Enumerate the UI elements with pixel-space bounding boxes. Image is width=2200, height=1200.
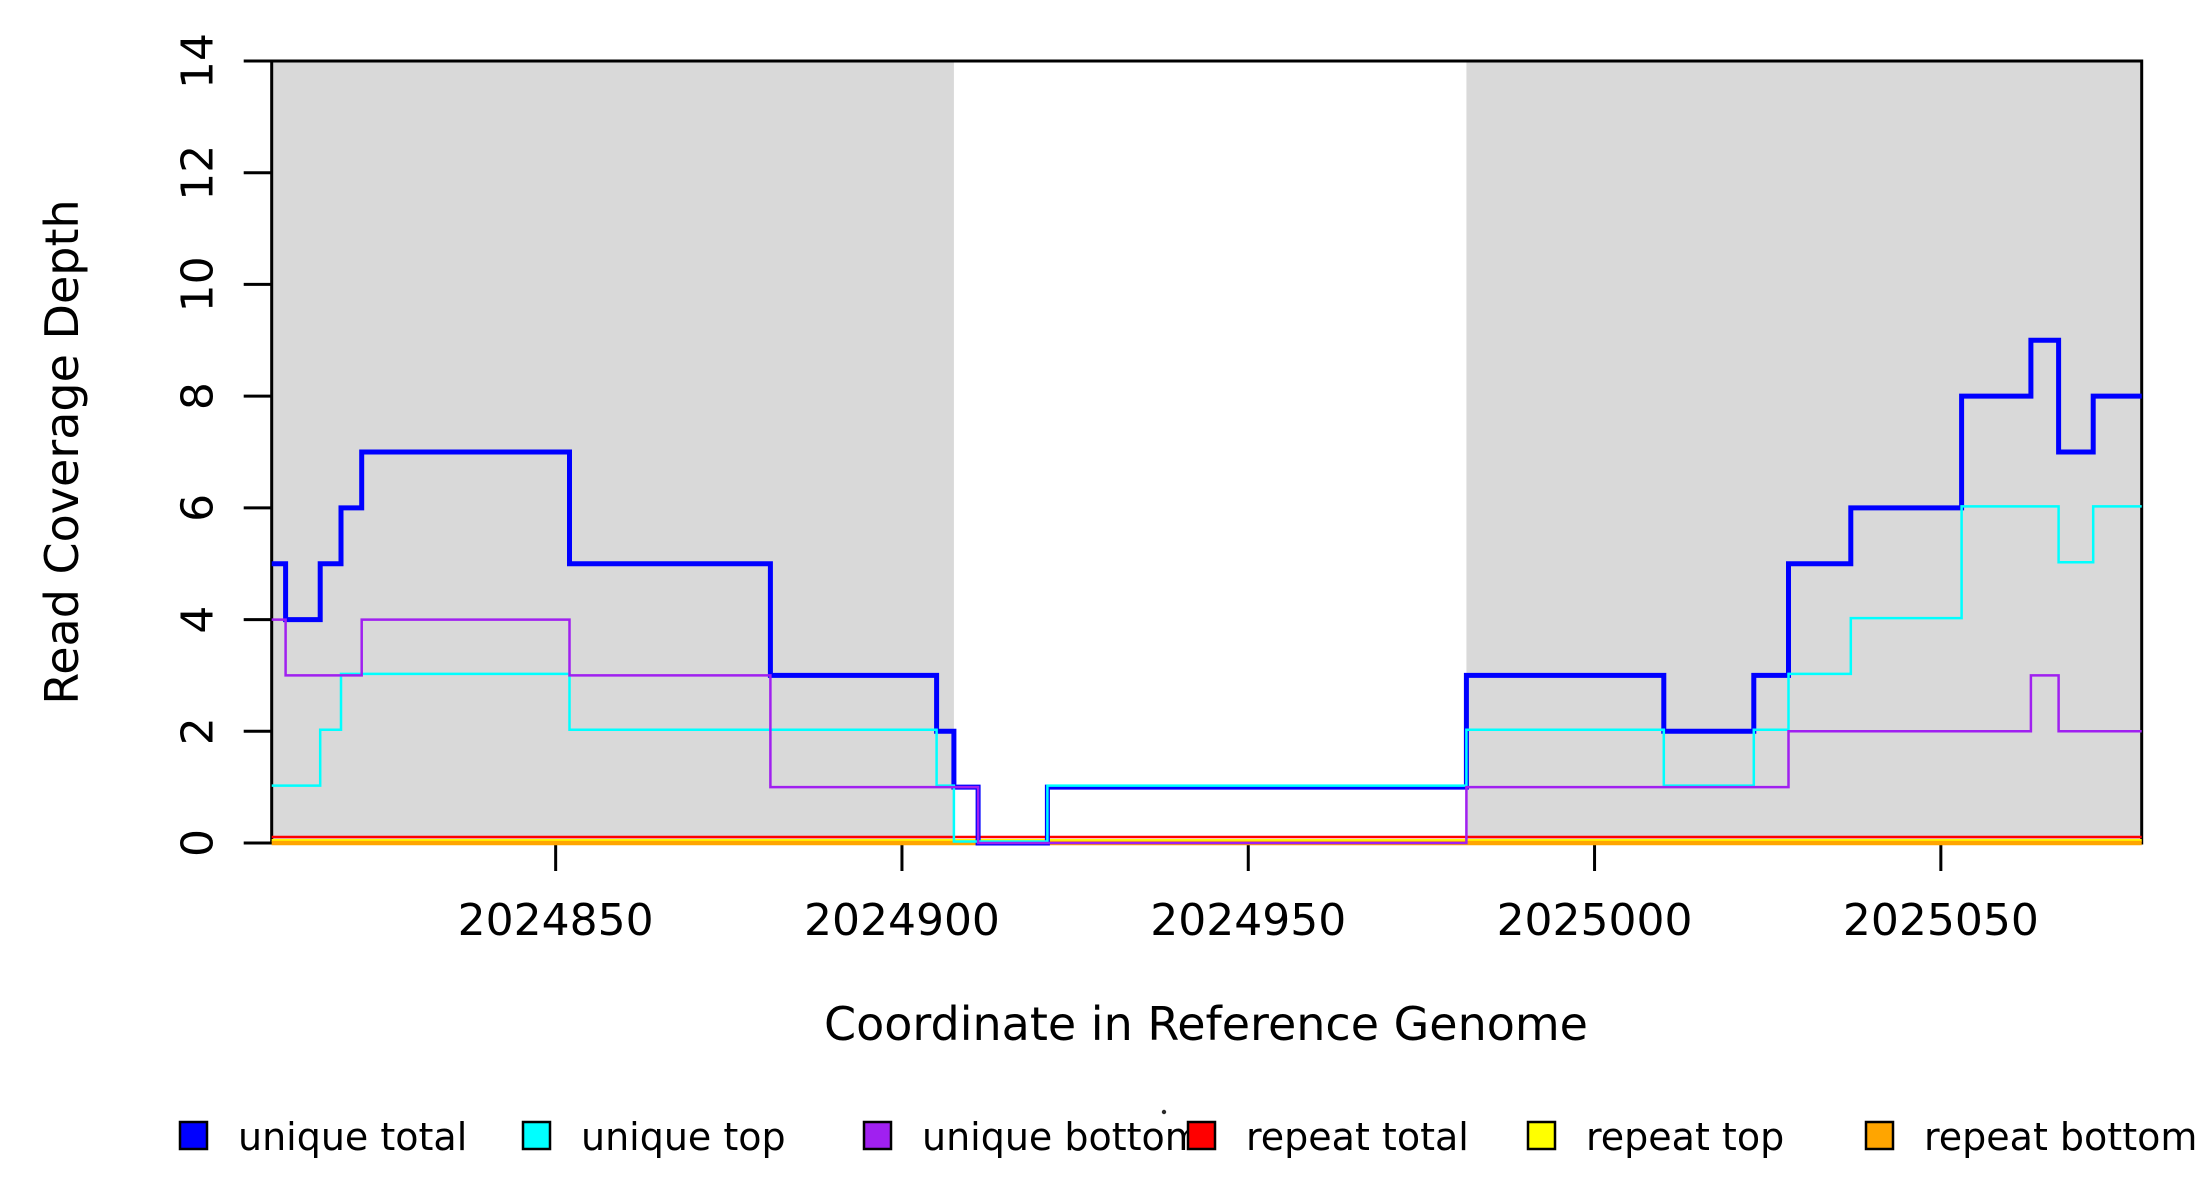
series-line-unique-bottom xyxy=(271,618,2142,845)
legend-label-repeat-top: repeat top xyxy=(1586,1115,1784,1159)
legend-swatch-unique-total xyxy=(178,1120,209,1151)
y-tick-label: 0 xyxy=(173,829,224,857)
legend-label-unique-bottom: unique bottom xyxy=(922,1115,1202,1159)
legend-swatch-repeat-top xyxy=(1526,1120,1557,1151)
x-tick-label: 2025050 xyxy=(1843,895,2039,946)
y-axis-title: Read Coverage Depth xyxy=(35,199,89,704)
series-line-unique-top xyxy=(271,505,2142,843)
y-tick-label: 2 xyxy=(173,717,224,745)
x-tick-label: 2024850 xyxy=(458,895,654,946)
legend-label-unique-top: unique top xyxy=(581,1115,786,1159)
axis-ticks-layer: 2024850 2024900 2024950 2025000 2025050 0 2 4 6 8… xyxy=(173,33,2039,946)
legend-label-unique-total: unique total xyxy=(238,1115,467,1159)
x-tick-label: 2025000 xyxy=(1497,895,1693,946)
legend-swatch-unique-bottom xyxy=(862,1120,893,1151)
repeat-shading-layer xyxy=(271,61,2142,843)
y-tick-label: 10 xyxy=(173,256,224,312)
y-tick-label: 6 xyxy=(173,494,224,522)
legend-swatch-repeat-total xyxy=(1186,1120,1217,1151)
series-lines-layer xyxy=(271,337,2142,846)
stray-mark xyxy=(1161,1109,1167,1115)
legend-label-repeat-bottom: repeat bottom xyxy=(1924,1115,2197,1159)
y-tick-label: 4 xyxy=(173,606,224,634)
legend-swatch-unique-top xyxy=(521,1120,552,1151)
legend: unique total unique top unique bottom repea… xyxy=(178,1115,2197,1159)
legend-swatch-repeat-bottom xyxy=(1864,1120,1895,1151)
repeat-region-shade xyxy=(1466,61,2142,843)
y-tick-label: 12 xyxy=(173,145,224,201)
legend-label-repeat-total: repeat total xyxy=(1246,1115,1469,1159)
x-axis-title: Coordinate in Reference Genome xyxy=(824,997,1588,1051)
x-tick-label: 2024900 xyxy=(804,895,1000,946)
x-tick-label: 2024950 xyxy=(1150,895,1346,946)
y-tick-label: 8 xyxy=(173,382,224,410)
y-tick-label: 14 xyxy=(173,33,224,89)
